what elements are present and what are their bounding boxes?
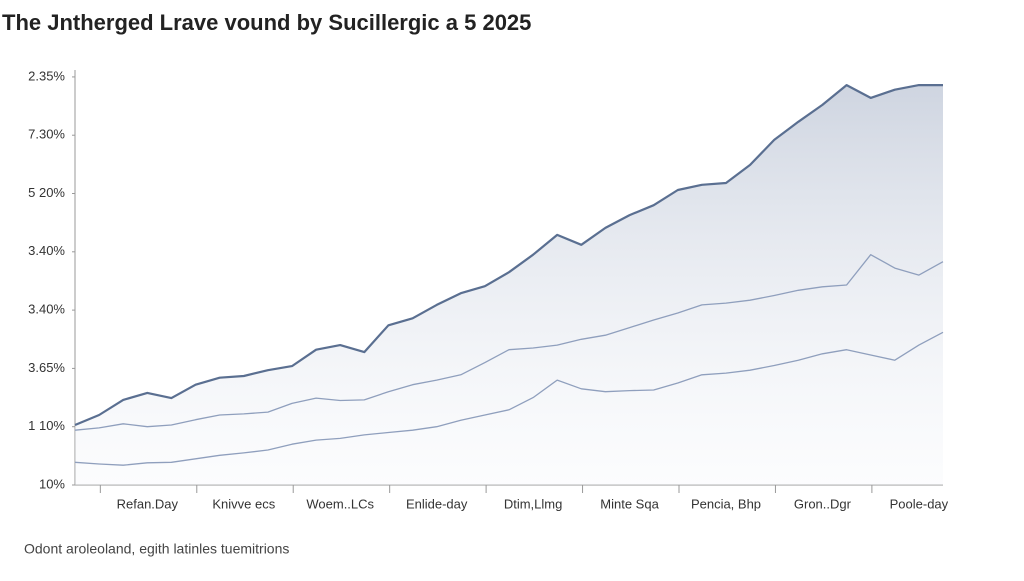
y-tick-label: 1 10% (28, 418, 65, 433)
line (74, 331, 944, 466)
line (74, 254, 944, 431)
x-tick-label: Knivve ecs (212, 496, 275, 511)
chart-title: The Jntherged Lrave vound by Sucillergic… (2, 10, 531, 35)
footnote: Odont aroleoland, egith latinles tuemitr… (24, 541, 289, 557)
y-tick-label: 3.40% (28, 243, 65, 258)
line (74, 84, 943, 427)
x-tick-label: Enlide-day (406, 496, 468, 511)
x-tick-label: Minte Sqa (600, 496, 659, 511)
x-tick-label: Poole-day (890, 496, 949, 511)
x-tick-label: Refan.Day (117, 496, 179, 511)
y-tick-label: 7.30% (28, 127, 65, 142)
x-tick-label: Gron..Dgr (794, 496, 852, 511)
y-tick-label: 5 20% (28, 185, 65, 200)
x-tick-label: Woem..LCs (306, 496, 374, 511)
y-tick-label: 2.35% (28, 68, 65, 83)
y-tick-label: 3.40% (28, 302, 65, 317)
x-tick-label: Dtim,Llmg (504, 496, 563, 511)
y-tick-label: 3.65% (28, 360, 65, 375)
x-tick-label: Pencia, Bhp (691, 496, 761, 511)
area (75, 85, 943, 485)
y-tick-label: 10% (39, 476, 65, 491)
